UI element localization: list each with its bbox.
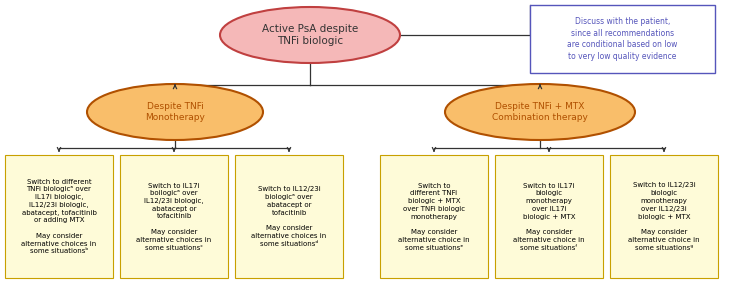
Text: Switch to IL17i
biologic
monotherapy
over IL17i
biologic + MTX

May consider
alt: Switch to IL17i biologic monotherapy ove… (513, 183, 585, 251)
Text: Switch to different
TNFi biologicᵃ over
IL17i biologic,
IL12/23i biologic,
abata: Switch to different TNFi biologicᵃ over … (21, 179, 96, 254)
Text: Despite TNFi + MTX
Combination therapy: Despite TNFi + MTX Combination therapy (492, 102, 588, 122)
Text: Despite TNFi
Monotherapy: Despite TNFi Monotherapy (145, 102, 205, 122)
Text: Switch to
different TNFi
biologic + MTX
over TNFi biologic
monotherapy

May cons: Switch to different TNFi biologic + MTX … (398, 183, 470, 251)
Text: Active PsA despite
TNFi biologic: Active PsA despite TNFi biologic (262, 24, 358, 46)
Text: Discuss with the patient,
since all recommendations
are conditional based on low: Discuss with the patient, since all reco… (567, 17, 678, 61)
Text: Switch to IL12/23i
biologic
monotherapy
over IL12/23i
biologic + MTX

May consid: Switch to IL12/23i biologic monotherapy … (628, 183, 700, 251)
FancyBboxPatch shape (530, 5, 715, 73)
Ellipse shape (445, 84, 635, 140)
FancyBboxPatch shape (235, 155, 343, 278)
FancyBboxPatch shape (380, 155, 488, 278)
Ellipse shape (220, 7, 400, 63)
FancyBboxPatch shape (120, 155, 228, 278)
FancyBboxPatch shape (495, 155, 603, 278)
FancyBboxPatch shape (610, 155, 718, 278)
Ellipse shape (87, 84, 263, 140)
Text: Switch to IL17i
boilogicᵃ over
IL12/23i biologic,
abatacept or
tofacitinib

May : Switch to IL17i boilogicᵃ over IL12/23i … (137, 183, 212, 251)
Text: Switch to IL12/23i
biologicᵃ over
abatacept or
tofacitinib

May consider
alterna: Switch to IL12/23i biologicᵃ over abatac… (251, 186, 326, 247)
FancyBboxPatch shape (5, 155, 113, 278)
